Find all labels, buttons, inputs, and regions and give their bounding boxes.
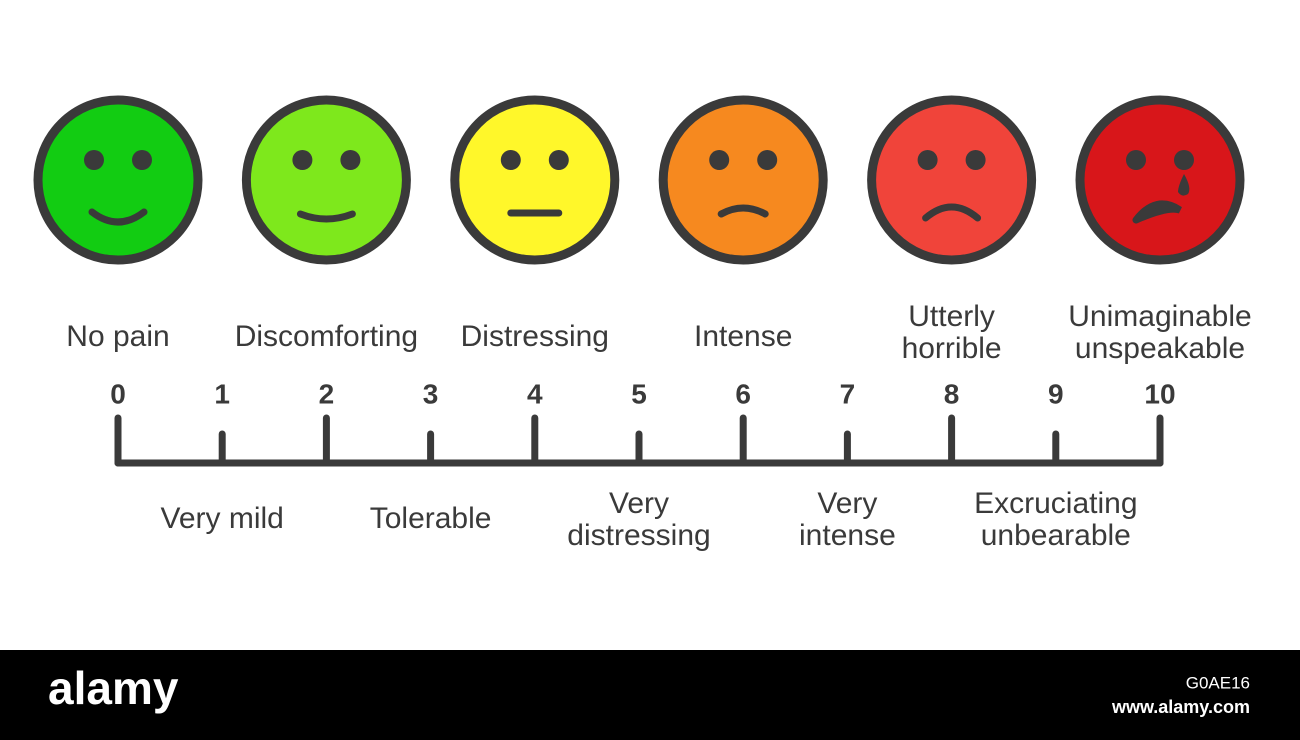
upper-labels: No pain — [66, 320, 169, 353]
face — [241, 95, 411, 265]
mouth — [1132, 200, 1182, 224]
eye — [292, 150, 313, 170]
eye — [709, 150, 730, 170]
scale-number: 6 — [735, 378, 751, 409]
face — [33, 95, 203, 265]
face — [450, 95, 620, 265]
scale-number: 1 — [214, 378, 230, 409]
upper-labels: Intense — [694, 320, 792, 353]
tear — [1178, 174, 1190, 196]
face-circle — [867, 95, 1037, 265]
upper-labels: Utterly — [908, 300, 995, 333]
face-circle — [33, 95, 203, 265]
lower-labels: Very — [817, 487, 877, 520]
lower-labels: Excruciating — [974, 487, 1137, 520]
eye — [965, 150, 986, 170]
lower-labels: Very — [609, 487, 669, 520]
image-id: G0AE16 — [1186, 673, 1250, 692]
lower-labels: Tolerable — [370, 502, 492, 535]
scale-number: 4 — [527, 378, 543, 409]
face-circle — [450, 95, 620, 265]
eye — [1126, 150, 1146, 170]
mouth — [922, 203, 982, 222]
upper-labels: horrible — [902, 332, 1002, 365]
mouth — [717, 204, 769, 218]
footer-bar — [0, 650, 1300, 740]
scale-number: 5 — [631, 378, 647, 409]
eye — [500, 150, 521, 170]
scale-number: 0 — [110, 378, 126, 409]
face-circle — [1075, 95, 1245, 265]
scale-number: 8 — [944, 378, 960, 409]
lower-labels: Very mild — [161, 502, 284, 535]
scale-number: 3 — [423, 378, 439, 409]
upper-labels: Unimaginable — [1068, 300, 1251, 333]
face — [658, 95, 828, 265]
eye — [917, 150, 938, 170]
eye — [757, 150, 778, 170]
lower-labels: unbearable — [981, 519, 1131, 552]
upper-labels: unspeakable — [1075, 332, 1245, 365]
lower-labels: distressing — [567, 519, 710, 552]
face — [867, 95, 1037, 265]
scale-number: 2 — [319, 378, 335, 409]
mouth — [296, 210, 356, 223]
url: www.alamy.com — [1111, 697, 1250, 717]
face — [1075, 95, 1245, 265]
upper-labels: Discomforting — [235, 320, 418, 353]
brand: alamy — [48, 662, 179, 714]
scale-number: 10 — [1144, 378, 1175, 409]
eye — [132, 150, 152, 170]
eye — [340, 150, 361, 170]
face-circle — [658, 95, 828, 265]
lower-labels: intense — [799, 519, 896, 552]
eye — [548, 150, 569, 170]
scale-number: 9 — [1048, 378, 1064, 409]
eye — [1174, 150, 1194, 170]
upper-labels: Distressing — [461, 320, 609, 353]
eye — [84, 150, 104, 170]
face-circle — [241, 95, 411, 265]
scale-number: 7 — [840, 378, 856, 409]
mouth — [88, 208, 148, 226]
